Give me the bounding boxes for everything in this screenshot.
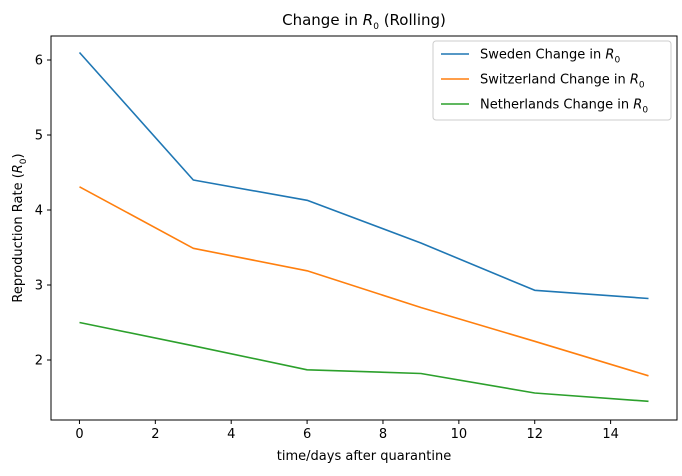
- y-tick-label: 5: [35, 129, 43, 144]
- legend-box: [432, 40, 672, 121]
- legend-label-netherlands: Netherlands Change in R0: [480, 98, 648, 116]
- x-tick-label: 2: [151, 427, 159, 442]
- legend: Sweden Change in R0 Switzerland Change in…: [432, 40, 672, 121]
- x-tick-label: 8: [379, 427, 387, 442]
- y-tick-label: 2: [35, 354, 43, 369]
- y-tick-label: 4: [35, 204, 43, 219]
- series-line-switzerland: [79, 186, 649, 377]
- plot-frame: [50, 35, 678, 421]
- x-tick-label: 4: [227, 427, 235, 442]
- chart-title: Change in R0 (Rolling): [282, 11, 446, 32]
- y-tick-label: 3: [35, 279, 43, 294]
- y-tick-label: 6: [35, 54, 43, 69]
- legend-label-sweden: Sweden Change in R0: [480, 48, 620, 66]
- series-line-netherlands: [79, 321, 649, 403]
- y-axis-ticks: 2 3 4 5 6: [35, 54, 51, 369]
- x-axis-ticks: 0 2 4 6 8 10 12 14: [75, 420, 619, 442]
- series-line-sweden: [78, 51, 649, 300]
- x-tick-label: 14: [602, 427, 619, 442]
- x-axis-label: time/days after quarantine: [277, 449, 451, 464]
- x-tick-label: 6: [303, 427, 311, 442]
- x-tick-label: 12: [526, 427, 543, 442]
- legend-label-switzerland: Switzerland Change in R0: [480, 73, 645, 91]
- y-axis-label: Reproduction Rate (R0): [11, 153, 29, 302]
- x-tick-label: 0: [75, 427, 83, 442]
- series-lines: [78, 51, 649, 403]
- x-tick-label: 10: [451, 427, 468, 442]
